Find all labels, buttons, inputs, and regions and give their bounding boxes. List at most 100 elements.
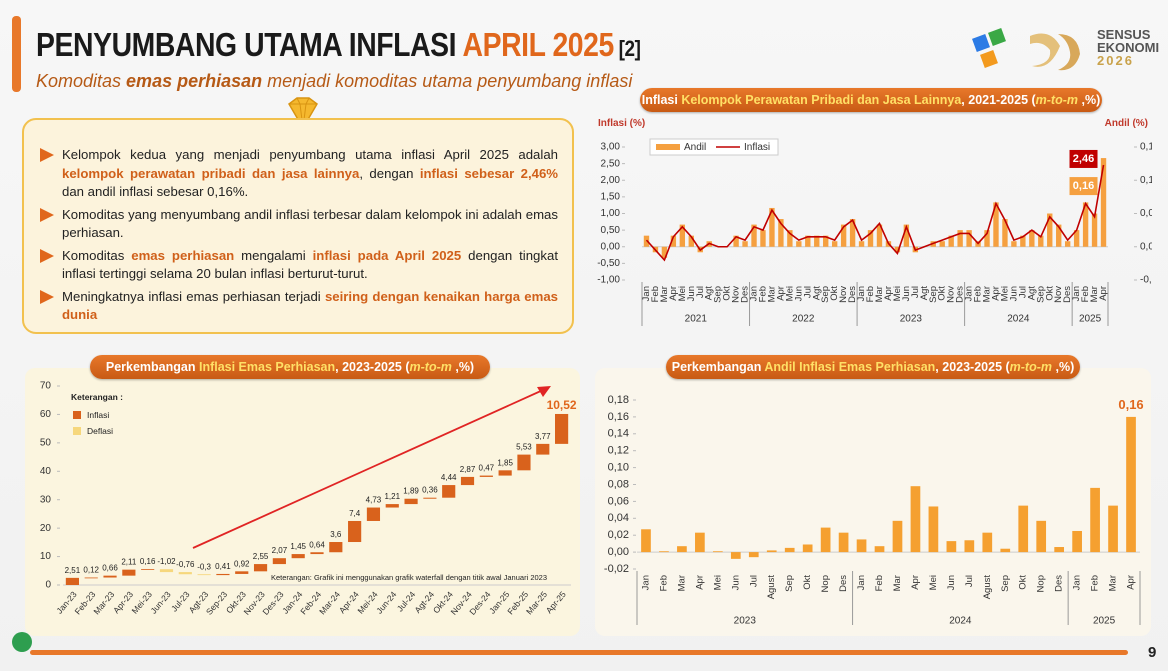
subtitle-text: Komoditas	[36, 71, 127, 91]
bar	[939, 241, 945, 247]
bar	[964, 540, 975, 553]
data-label: 1,89	[403, 487, 419, 496]
x-tick-label: Jun-23	[148, 589, 173, 616]
group-label: 2022	[792, 314, 815, 325]
bar	[946, 541, 957, 553]
y-tick-label: 2,50	[601, 158, 621, 169]
x-tick-label: Nop	[820, 575, 831, 592]
bullet-text: seiring dengan kenaikan harga emas dunia	[62, 288, 558, 323]
group-label: 2024	[949, 616, 972, 627]
y-tick-label: 40	[40, 466, 52, 477]
data-label: 2,51	[65, 566, 81, 575]
bar	[1073, 230, 1080, 247]
bar	[235, 571, 249, 574]
bar	[876, 224, 883, 247]
data-label: 0,36	[422, 486, 438, 495]
x-tick-label: Jul	[802, 286, 813, 298]
bar	[894, 246, 901, 253]
x-tick-label: Mar	[766, 286, 777, 302]
data-label: 3,6	[330, 530, 342, 539]
logo-text: SENSUS	[1097, 27, 1151, 42]
x-tick-label: Okt	[1044, 286, 1055, 301]
bar	[679, 224, 686, 247]
y-tick-label: 0,14	[608, 428, 629, 440]
x-tick-label: Des	[847, 286, 858, 303]
y-tick-label: 0,02	[608, 529, 629, 541]
x-tick-label: Agt	[704, 286, 715, 301]
footer-icon	[12, 632, 32, 652]
x-tick-label: Jun	[793, 286, 804, 301]
chart-title-text: , 2023-2025 (	[335, 360, 410, 374]
subtitle-text: menjadi komoditas utama penyumbang infla…	[262, 71, 633, 91]
bar	[1100, 158, 1107, 247]
bar	[536, 443, 550, 455]
x-tick-label: Feb	[1080, 286, 1091, 302]
logo-graphic	[972, 28, 1080, 71]
bullet-text: mengalami	[234, 247, 313, 263]
bar	[742, 241, 748, 247]
x-tick-label: Mei	[677, 286, 688, 301]
page-number: 9	[1148, 644, 1157, 661]
data-label: 2,11	[121, 558, 137, 567]
x-tick-label: Jun	[946, 575, 957, 590]
x-tick-label: Feb	[757, 286, 768, 302]
data-label: 0,12	[83, 566, 99, 575]
data-label: 2,07	[272, 546, 288, 555]
bar	[928, 506, 939, 553]
y2-tick-label: -0,06	[1140, 275, 1152, 286]
bar	[688, 235, 694, 247]
bar	[1018, 505, 1029, 553]
data-label: 5,53	[516, 443, 532, 452]
bullet-text: Kelompok kedua yang menjadi penyumbang u…	[62, 147, 558, 162]
chart-title-text: , 2021-2025 (	[961, 93, 1036, 107]
slide-title: PENYUMBANG UTAMA INFLASI APRIL 2025 [2]	[36, 26, 641, 64]
bar	[423, 497, 437, 499]
x-tick-label: Apr	[910, 575, 921, 590]
group-label: 2025	[1093, 616, 1116, 627]
bullet-text: kelompok perawatan pribadi dan jasa lain…	[62, 165, 360, 181]
bullet: Kelompok kedua yang menjadi penyumbang u…	[40, 146, 558, 202]
legend-swatch	[73, 427, 81, 435]
bar	[404, 498, 418, 505]
chart-title: Perkembangan Inflasi Emas Perhiasan, 202…	[90, 355, 490, 379]
x-tick-label: Agt	[811, 286, 822, 301]
x-tick-label: Okt	[829, 286, 840, 301]
bar	[197, 574, 211, 576]
bar	[460, 476, 475, 486]
data-label: 4,44	[441, 473, 457, 482]
bar	[348, 520, 362, 543]
data-label: 7,4	[349, 509, 361, 518]
x-tick-label: Mei	[892, 286, 903, 301]
bullet: Komoditas yang menyumbang andil inflasi …	[40, 206, 558, 243]
bar	[1011, 241, 1017, 247]
x-tick-label: Feb	[973, 286, 984, 302]
chart-panel	[595, 368, 1151, 636]
y2-tick-label: 0,18	[1140, 142, 1152, 153]
data-label: 1,45	[290, 542, 306, 551]
y2-tick-label: 0,00	[1140, 241, 1152, 252]
data-label: 2,87	[460, 465, 476, 474]
y-tick-label: -1,00	[597, 275, 620, 286]
bullet-text: dengan tingkat inflasi tertinggi selama …	[62, 247, 558, 282]
bar	[695, 532, 705, 553]
x-tick-label: Agt	[919, 286, 930, 301]
x-tick-label: Apr	[668, 286, 679, 301]
y-tick-label: 0,00	[608, 546, 629, 558]
data-label: 0,64	[309, 540, 325, 549]
chart-title-text: Perkembangan	[105, 360, 199, 374]
bar	[820, 527, 831, 553]
bar	[957, 230, 963, 247]
bullet-text: emas perhiasan	[131, 247, 235, 263]
data-label: -0,76	[176, 560, 195, 569]
y-tick-label: 2,00	[601, 175, 621, 186]
x-tick-label: Okt	[937, 286, 948, 301]
bar	[253, 564, 268, 572]
x-tick-label: Apr	[1098, 286, 1109, 301]
data-label: 4,73	[366, 496, 382, 505]
x-tick-label: Agt	[1026, 286, 1037, 301]
bar	[867, 230, 874, 247]
bar	[1056, 224, 1062, 247]
group-label: 2024	[1007, 314, 1030, 325]
bar	[769, 207, 775, 247]
chart-title-text: Inflasi Emas Perhiasan	[198, 360, 336, 374]
